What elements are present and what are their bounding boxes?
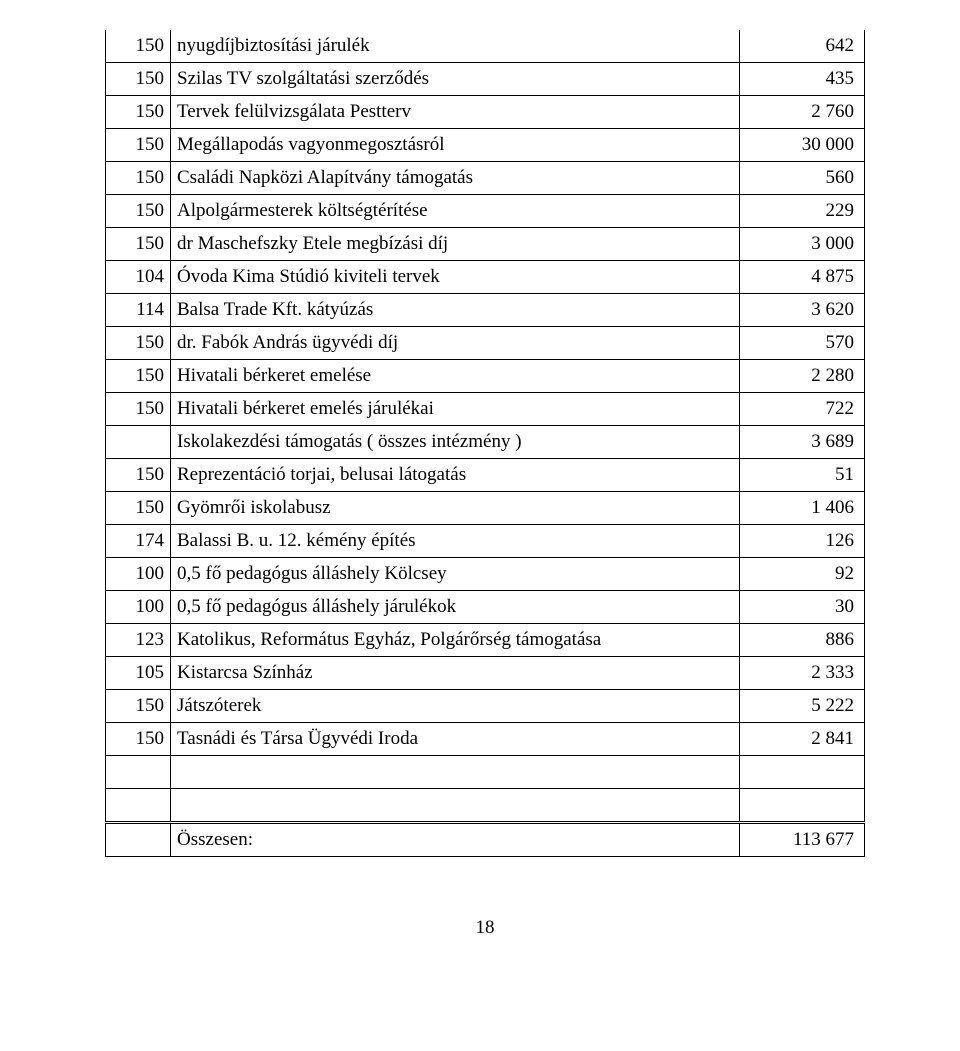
row-value: 570: [740, 327, 865, 360]
data-table: 150nyugdíjbiztosítási járulék642150Szila…: [105, 30, 865, 857]
row-code: 150: [106, 96, 171, 129]
row-code: 150: [106, 459, 171, 492]
row-description: nyugdíjbiztosítási járulék: [171, 30, 740, 63]
row-value: 1 406: [740, 492, 865, 525]
row-description: dr Maschefszky Etele megbízási díj: [171, 228, 740, 261]
row-value: 886: [740, 624, 865, 657]
row-value: 5 222: [740, 690, 865, 723]
row-description: Óvoda Kima Stúdió kiviteli tervek: [171, 261, 740, 294]
row-value: 30: [740, 591, 865, 624]
row-description: dr. Fabók András ügyvédi díj: [171, 327, 740, 360]
row-description: Gyömrői iskolabusz: [171, 492, 740, 525]
row-value: 642: [740, 30, 865, 63]
row-code: [106, 789, 171, 823]
row-value: 4 875: [740, 261, 865, 294]
row-code: 150: [106, 63, 171, 96]
row-value: [740, 756, 865, 789]
row-description: [171, 756, 740, 789]
row-value: 2 760: [740, 96, 865, 129]
row-description: Alpolgármesterek költségtérítése: [171, 195, 740, 228]
row-code: 100: [106, 558, 171, 591]
row-value: 2 333: [740, 657, 865, 690]
row-code: 174: [106, 525, 171, 558]
row-code: 150: [106, 690, 171, 723]
row-description: Katolikus, Református Egyház, Polgárőrsé…: [171, 624, 740, 657]
row-value: 2 841: [740, 723, 865, 756]
row-description: Iskolakezdési támogatás ( összes intézmé…: [171, 426, 740, 459]
row-code: 150: [106, 360, 171, 393]
row-code: [106, 426, 171, 459]
row-code: 150: [106, 228, 171, 261]
row-value: 51: [740, 459, 865, 492]
row-code: 150: [106, 162, 171, 195]
row-description: 0,5 fő pedagógus álláshely járulékok: [171, 591, 740, 624]
row-value: 3 689: [740, 426, 865, 459]
row-description: Megállapodás vagyonmegosztásról: [171, 129, 740, 162]
row-code: 150: [106, 723, 171, 756]
row-description: 0,5 fő pedagógus álláshely Kölcsey: [171, 558, 740, 591]
row-value: [740, 789, 865, 823]
row-code: 104: [106, 261, 171, 294]
row-code: 150: [106, 195, 171, 228]
row-description: Játszóterek: [171, 690, 740, 723]
row-description: Reprezentáció torjai, belusai látogatás: [171, 459, 740, 492]
row-code: [106, 756, 171, 789]
row-value: 560: [740, 162, 865, 195]
row-value: 2 280: [740, 360, 865, 393]
row-value: 92: [740, 558, 865, 591]
row-description: Balassi B. u. 12. kémény építés: [171, 525, 740, 558]
row-code: 105: [106, 657, 171, 690]
row-description: Hivatali bérkeret emelés járulékai: [171, 393, 740, 426]
row-code: 150: [106, 393, 171, 426]
row-code: 123: [106, 624, 171, 657]
row-code: 150: [106, 492, 171, 525]
row-value: 435: [740, 63, 865, 96]
row-value: 3 620: [740, 294, 865, 327]
row-value: 3 000: [740, 228, 865, 261]
row-code: 150: [106, 129, 171, 162]
row-description: Szilas TV szolgáltatási szerződés: [171, 63, 740, 96]
row-code: 114: [106, 294, 171, 327]
row-description: Családi Napközi Alapítvány támogatás: [171, 162, 740, 195]
row-value: 126: [740, 525, 865, 558]
row-description: [171, 789, 740, 823]
row-description: Hivatali bérkeret emelése: [171, 360, 740, 393]
row-code: 100: [106, 591, 171, 624]
row-code: 150: [106, 327, 171, 360]
row-code: 150: [106, 30, 171, 63]
row-description: Tasnádi és Társa Ügyvédi Iroda: [171, 723, 740, 756]
row-value: 229: [740, 195, 865, 228]
row-value: 722: [740, 393, 865, 426]
row-description: Kistarcsa Színház: [171, 657, 740, 690]
row-description: Összesen:: [171, 823, 740, 857]
row-description: Tervek felülvizsgálata Pestterv: [171, 96, 740, 129]
row-code: [106, 823, 171, 857]
page-number: 18: [105, 917, 865, 939]
row-value: 113 677: [740, 823, 865, 857]
row-description: Balsa Trade Kft. kátyúzás: [171, 294, 740, 327]
row-value: 30 000: [740, 129, 865, 162]
